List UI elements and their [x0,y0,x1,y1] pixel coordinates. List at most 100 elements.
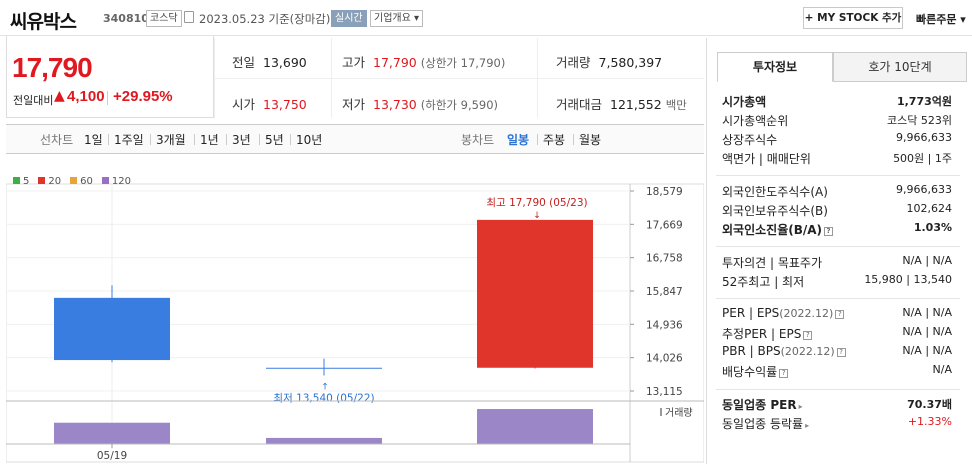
stock-header [0,0,972,36]
y-tick-label: 14,026 [646,353,683,365]
divider [150,134,151,145]
caret-right-icon[interactable]: ▸ [805,421,810,430]
info-label: 액면가 | 매매단위 [722,150,811,167]
info-label: PER | EPS(2022.12)? [722,306,845,320]
info-row: PBR | BPS(2022.12)? N/A | N/A [722,344,952,362]
help-icon[interactable]: ? [824,227,834,236]
info-row: 시가총액순위 코스닥 523위 [722,112,952,130]
y-tick-label: 18,579 [646,186,683,198]
stock-name: 씨유박스 [10,11,77,33]
info-label-text: PER | EPS [722,306,780,320]
info-label-text: 액면가 | 매매단위 [722,152,811,166]
info-label-text: 외국인한도주식수(A) [722,185,828,199]
info-row: 액면가 | 매매단위 500원 | 1주 [722,150,952,168]
candle-period-option[interactable]: 주봉 [543,133,566,147]
legend-swatch [101,177,109,184]
info-label: 52주최고 | 최저 [722,273,804,290]
volume-label: 거래량 [665,407,693,419]
info-value: N/A [932,363,952,376]
prev-close: 전일 13,690 [232,55,307,70]
price-chart: 18,579 17,669 16,758 15,847 14,936 14,026 13,1… [5,154,705,464]
legend-swatch [13,177,20,184]
info-value: N/A | N/A [902,344,952,357]
tab-invest-info[interactable]: 투자정보 [717,52,833,82]
info-label-text: 상장주식수 [722,133,778,147]
info-label: 외국인소진율(B/A)? [722,221,834,238]
info-value: 9,966,633 [896,131,952,144]
open-price: 시가 13,750 [232,97,307,112]
info-row: 투자의견 | 목표주가 N/A | N/A [722,254,952,272]
info-value: 1.03% [913,221,952,234]
info-label: 외국인보유주식수(B) [722,202,828,219]
info-label-text: 시가총액순위 [722,114,789,128]
info-label-text: 동일업종 PER [722,398,797,412]
info-label-text: 52주최고 | 최저 [722,275,805,289]
divider [107,91,108,105]
period-option[interactable]: 1일 [84,133,103,147]
candle-body [54,297,170,361]
caret-right-icon[interactable]: ▸ [798,402,803,411]
help-icon[interactable]: ? [779,369,789,378]
help-icon[interactable]: ? [836,348,846,357]
high-price: 고가 17,790 (상한가 17,790) [342,55,506,70]
legend-label: 20 [48,176,62,187]
low-annotation: 최저 13,540 (05/22) [273,392,374,404]
quick-order-button[interactable]: 빠른주문 ▾ [916,13,966,26]
info-value: +1.33% [907,415,952,428]
info-value: 500원 | 1주 [893,152,952,165]
candle-body [477,219,593,368]
divider [573,134,574,145]
candle-period-option[interactable]: 일봉 [507,133,530,147]
candle-period-option[interactable]: 월봉 [579,133,602,147]
period-option[interactable]: 1주일 [114,133,144,147]
compare-label: 전일대비 [13,94,54,107]
info-value: N/A | N/A [902,325,952,338]
company-overview-button[interactable]: 기업개요 ▾ [370,10,423,27]
y-tick-label: 16,758 [646,253,683,265]
help-icon[interactable]: ? [835,310,845,319]
legend-item: 20 [38,176,61,187]
period-option[interactable]: 10년 [296,133,323,147]
info-label-text: 시가총액 [722,95,767,109]
period-option[interactable]: 3년 [232,133,251,147]
y-tick-label: 14,936 [646,319,683,331]
legend-swatch [70,177,78,184]
info-label: PBR | BPS(2022.12)? [722,344,846,358]
info-row: 배당수익률? N/A [722,363,952,381]
y-tick-label: 13,115 [646,386,683,398]
volume: 거래량 7,580,397 [556,55,663,70]
info-value: 9,966,633 [896,183,952,196]
market-badge: 코스닥 [146,10,182,27]
line-chart-label: 선차트 [40,133,74,147]
period-option[interactable]: 5년 [265,133,284,147]
info-label: 추정PER | EPS? [722,325,813,342]
info-label: 동일업종 등락률 ▸ [722,415,809,432]
ma-legend: 5 20 60 120 [13,176,140,187]
legend-item: 5 [13,176,29,187]
my-stock-add-button[interactable]: + MY STOCK 추가 [803,7,903,29]
divider [194,134,195,145]
info-value: 70.37배 [907,398,952,411]
info-row: 외국인보유주식수(B) 102,624 [722,202,952,220]
info-value: 코스닥 523위 [887,114,952,127]
info-row: 외국인소진율(B/A)? 1.03% [722,221,952,239]
divider [537,134,538,145]
legend-swatch [38,177,46,184]
info-label: 배당수익률? [722,363,789,380]
realtime-badge[interactable]: 실시간 [331,10,367,27]
divider [108,134,109,145]
period-option[interactable]: 1년 [200,133,219,147]
volume-bar [477,409,593,444]
help-icon[interactable]: ? [803,331,813,340]
stock-code: 340810 [103,12,149,25]
info-label: 시가총액순위 [722,112,788,129]
price-change: 4,100 [67,88,105,105]
legend-label: 5 [23,176,30,187]
divider [259,134,260,145]
info-value: 102,624 [906,202,953,215]
tab-orderbook[interactable]: 호가 10단계 [833,52,967,82]
period-option[interactable]: 3개월 [156,133,186,147]
low-price: 저가 13,730 (하한가 9,590) [342,97,499,112]
volume-bar [266,437,382,444]
info-label-text: 투자의견 | 목표주가 [722,256,822,270]
